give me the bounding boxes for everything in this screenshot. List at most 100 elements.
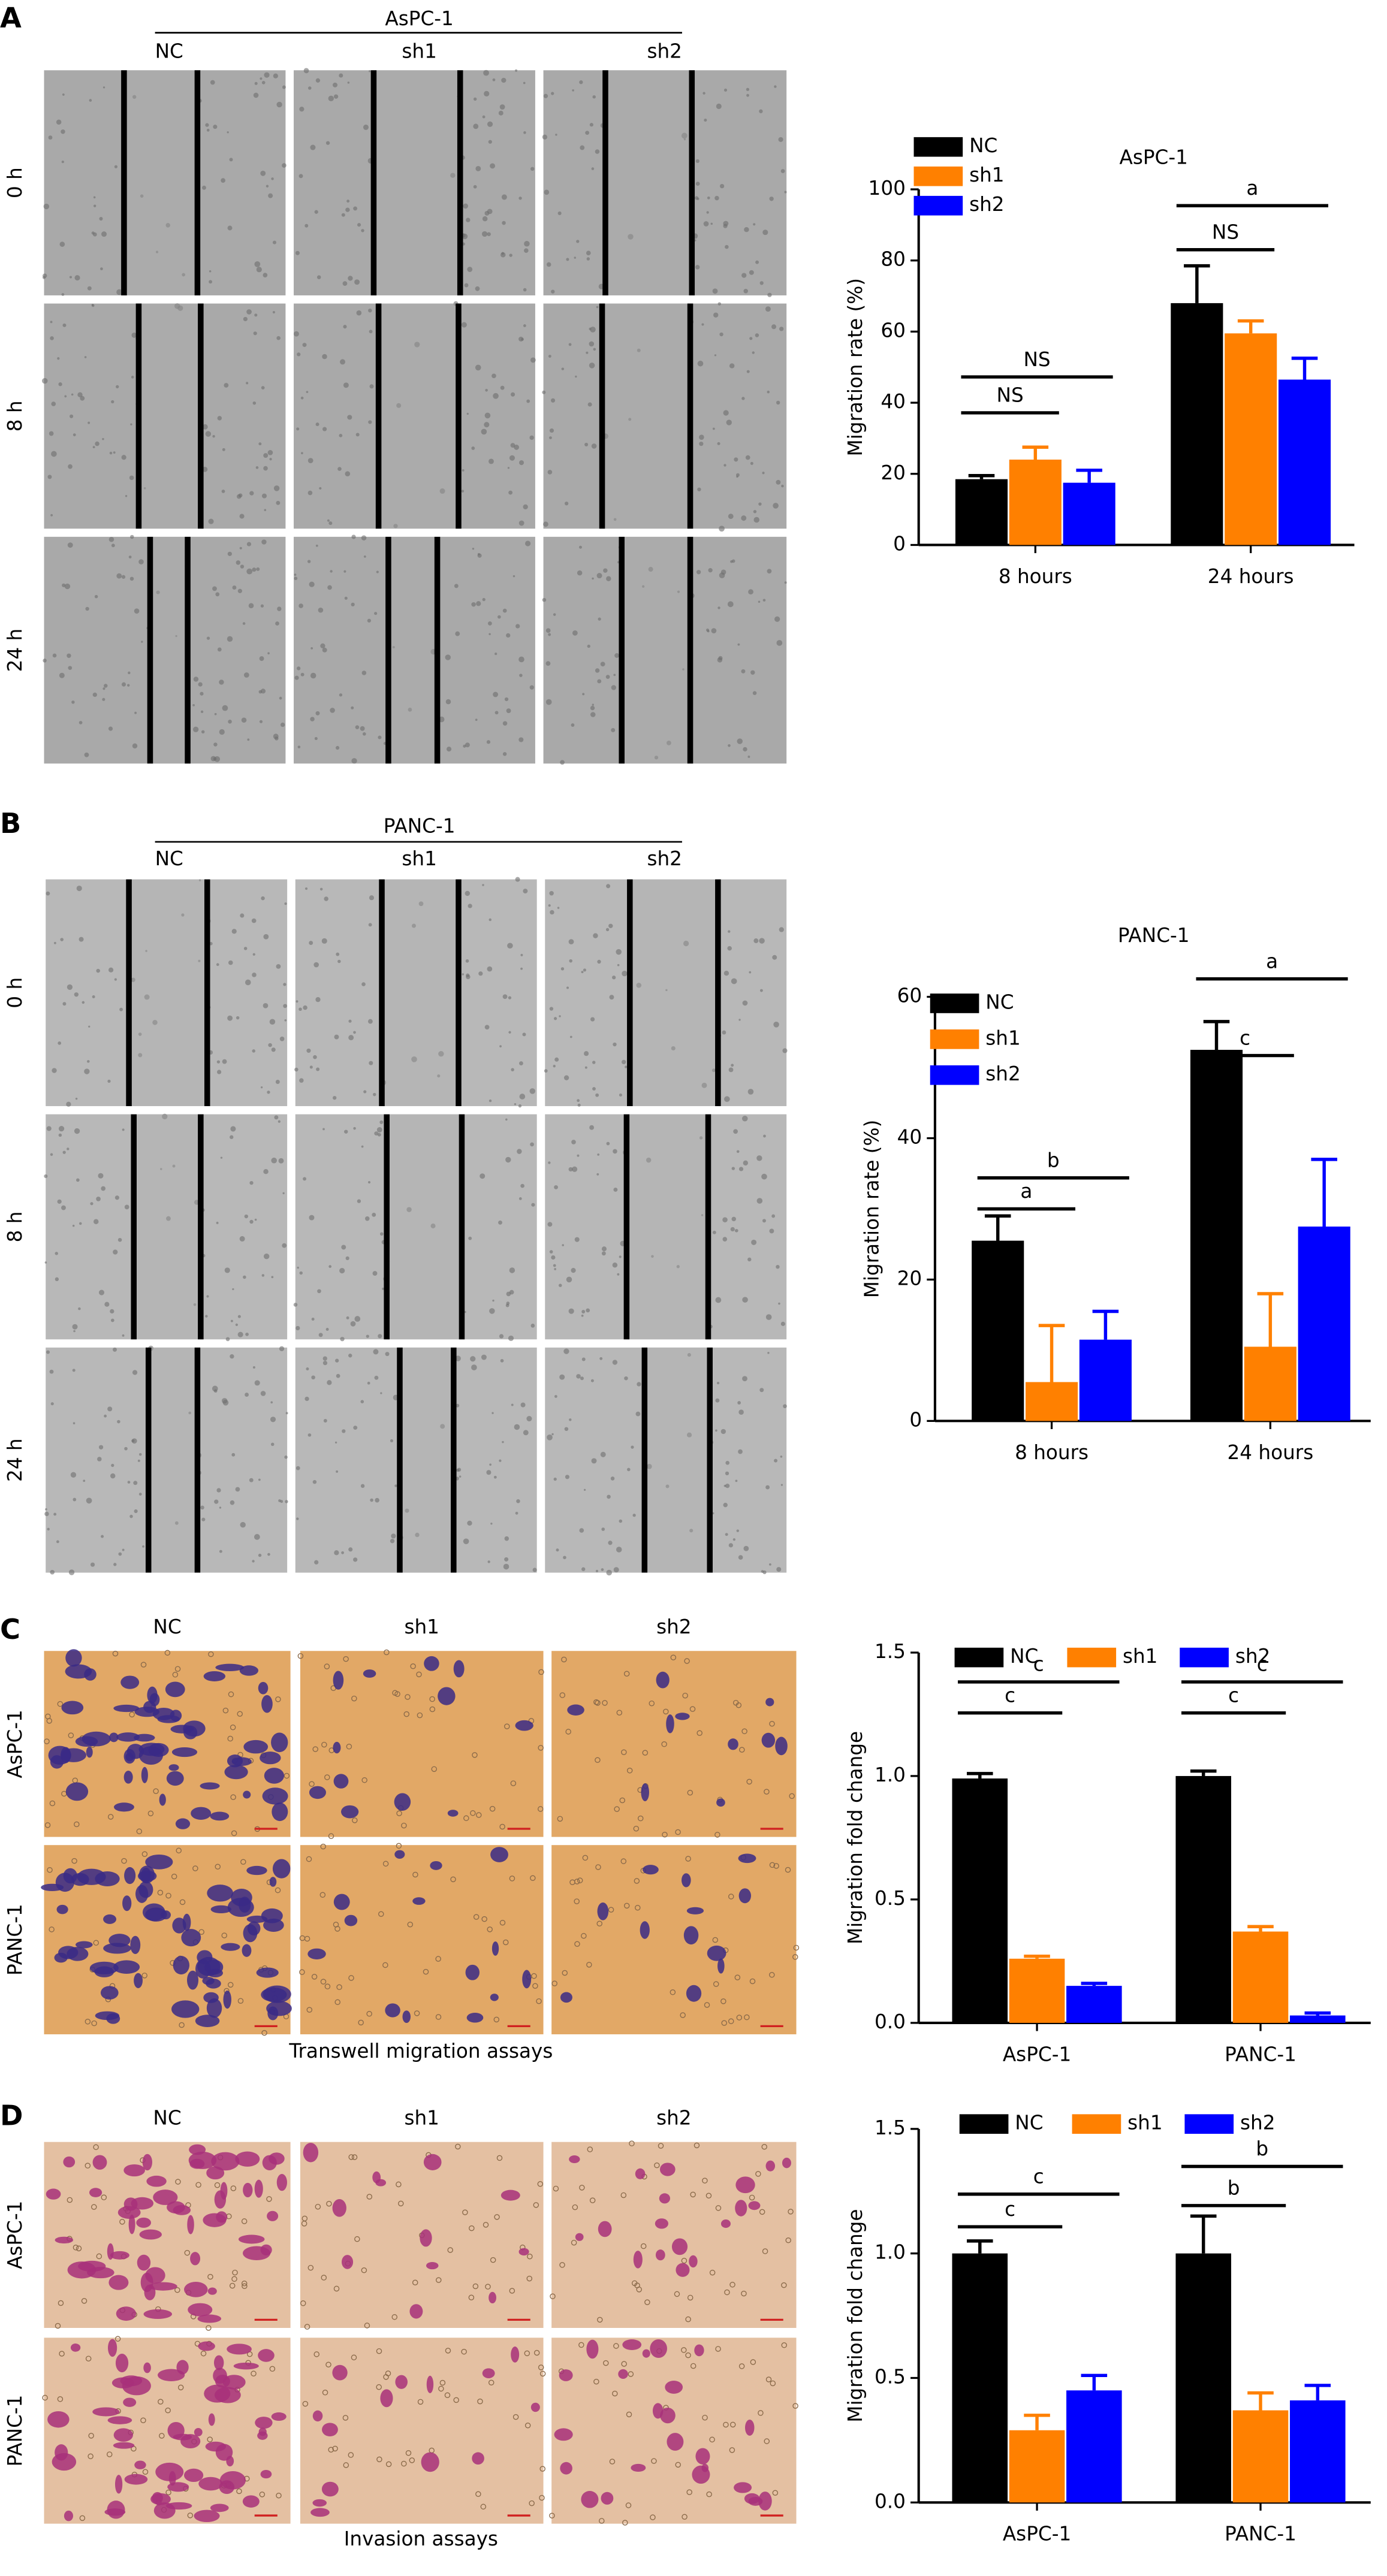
cell-speck xyxy=(271,1047,276,1052)
cell-speck xyxy=(361,671,367,675)
stained-cell xyxy=(660,2407,676,2424)
significance-label: b xyxy=(1256,2137,1268,2160)
cell-speck xyxy=(507,467,510,469)
cell-speck xyxy=(52,653,57,658)
significance-label: b xyxy=(1047,1149,1060,1172)
stained-cell xyxy=(159,1793,166,1806)
cell-speck xyxy=(695,196,699,200)
pore xyxy=(436,2277,442,2283)
significance-label: c xyxy=(1257,1653,1268,1676)
pore xyxy=(42,2394,48,2401)
cell-speck xyxy=(76,885,82,892)
cell-speck xyxy=(319,887,323,891)
cell-speck xyxy=(518,737,524,742)
cell-speck xyxy=(617,964,620,967)
cell-speck xyxy=(549,428,554,433)
cell-speck xyxy=(330,708,335,713)
stained-cell xyxy=(307,1948,326,1959)
cell-speck xyxy=(571,1140,576,1144)
stained-cell xyxy=(344,1914,358,1926)
stained-cell xyxy=(575,2233,584,2241)
cell-speck xyxy=(562,1244,564,1246)
cell-speck xyxy=(758,600,761,603)
cell-speck xyxy=(466,218,471,222)
cell-speck xyxy=(755,260,759,264)
stained-cell xyxy=(110,2251,129,2260)
pore xyxy=(527,2253,533,2260)
stained-cell xyxy=(402,2010,411,2024)
cell-speck xyxy=(478,971,483,976)
cell-speck xyxy=(165,223,170,228)
x-tick-label: 24 hours xyxy=(1227,1441,1313,1464)
cell-speck xyxy=(563,1075,569,1080)
cell-speck xyxy=(92,995,95,998)
cell-speck xyxy=(303,68,309,74)
pore xyxy=(159,2433,165,2439)
legend-swatch xyxy=(930,993,979,1013)
stained-cell xyxy=(204,2384,231,2403)
cell-speck xyxy=(697,487,701,491)
cell-speck xyxy=(293,331,299,337)
cell-speck xyxy=(480,1173,486,1179)
cell-speck xyxy=(368,923,372,927)
pore xyxy=(140,2417,146,2424)
cell-speck xyxy=(107,1406,113,1412)
pore xyxy=(171,1873,177,1880)
bar xyxy=(1066,1986,1122,2023)
legend-swatch xyxy=(959,2114,1009,2134)
cell-speck xyxy=(348,276,353,281)
cell-speck xyxy=(74,275,80,281)
stained-cell xyxy=(126,1744,144,1759)
stained-cell xyxy=(89,2188,102,2197)
cell-speck xyxy=(733,1129,738,1134)
cell-speck xyxy=(54,941,56,944)
cell-speck xyxy=(62,1150,66,1154)
x-tick-label: PANC-1 xyxy=(1225,2043,1296,2065)
cell-speck xyxy=(367,1019,373,1024)
pore xyxy=(297,1653,304,1659)
stained-cell xyxy=(363,1669,376,1678)
pore xyxy=(241,2218,248,2224)
micrograph xyxy=(294,536,535,764)
cell-speck xyxy=(104,684,108,688)
cell-speck xyxy=(239,1236,245,1242)
cell-speck xyxy=(222,705,228,711)
cell-speck xyxy=(335,745,340,750)
cell-speck xyxy=(598,617,601,621)
cell-speck xyxy=(605,928,610,931)
cell-speck xyxy=(282,1243,287,1248)
pore xyxy=(530,1875,536,1882)
y-tick-label: 0 xyxy=(893,532,906,555)
cell-speck xyxy=(612,976,616,980)
cell-speck xyxy=(568,1167,573,1171)
cell-speck xyxy=(224,1267,230,1273)
pore xyxy=(333,2285,340,2292)
significance-label: a xyxy=(1020,1180,1032,1203)
pore xyxy=(165,1892,171,1899)
cell-speck xyxy=(78,1307,81,1310)
stained-cell xyxy=(761,1732,776,1748)
pore xyxy=(351,2354,357,2361)
cell-speck xyxy=(728,744,731,747)
cell-speck xyxy=(351,602,355,606)
cell-speck xyxy=(227,131,229,134)
bar xyxy=(1232,1931,1289,2023)
cell-speck xyxy=(607,1494,611,1499)
cell-speck xyxy=(124,1204,129,1210)
cell-speck xyxy=(256,267,262,273)
bar xyxy=(955,479,1008,545)
cell-speck xyxy=(341,1551,344,1554)
cell-speck xyxy=(509,253,512,257)
stained-cell xyxy=(206,2166,225,2180)
pore xyxy=(266,2196,272,2202)
pore xyxy=(633,1826,640,1832)
cell-speck xyxy=(549,1250,553,1254)
stained-cell xyxy=(333,1741,341,1754)
stained-cell xyxy=(728,1738,738,1750)
stained-cell xyxy=(438,1687,456,1705)
cell-speck xyxy=(587,644,590,648)
cell-speck xyxy=(219,1550,222,1553)
stained-cell xyxy=(707,1945,726,1961)
cell-speck xyxy=(601,1527,605,1531)
stained-cell xyxy=(738,1888,752,1904)
